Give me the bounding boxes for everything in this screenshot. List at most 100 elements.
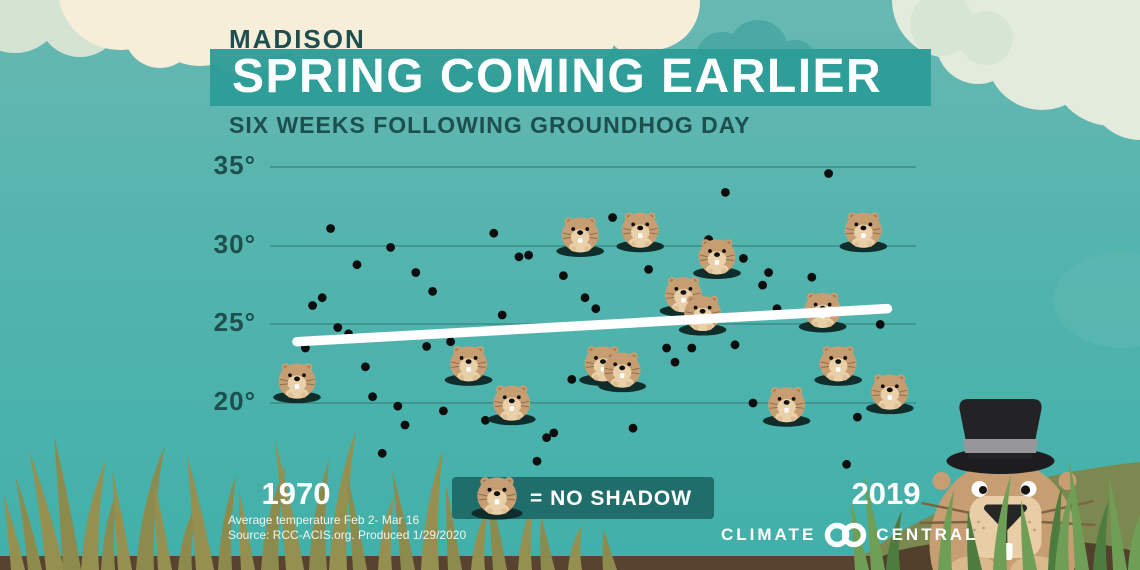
grass-blade [568,525,582,570]
y-axis-tick-label: 25° [213,307,256,338]
data-point-shadow-dot [559,271,568,281]
data-point-shadow-dot [368,392,377,402]
y-axis-tick-label: 35° [213,150,256,181]
y-axis-tick-label: 30° [213,228,256,259]
page-title: SPRING COMING EARLIER [232,49,883,103]
data-point-no-shadow-groundhog [659,276,708,317]
data-point-shadow-dot [400,420,410,430]
data-point-no-shadow-groundhog [693,239,741,279]
legend-box: = NO SHADOW [452,477,714,520]
data-point-shadow-dot [439,406,448,416]
data-point-shadow-dot [361,362,370,372]
data-point-no-shadow-groundhog [444,345,493,386]
data-point-no-shadow-groundhog [616,212,665,253]
source-note: Average temperature Feb 2- Mar 16 Source… [228,513,466,543]
data-point-shadow-dot [352,260,362,270]
data-point-shadow-dot [793,403,802,413]
y-axis-tick-label: 20° [213,386,256,416]
data-point-shadow-dot [824,169,833,178]
gridline [270,402,916,404]
data-point-shadow-dot [542,433,551,442]
data-point-no-shadow-groundhog [487,385,536,426]
trend-line [292,303,893,347]
groundhog-icon [471,477,523,520]
footer-line2: Source: RCC-ACIS.org. Produced 1/29/2020 [228,528,467,542]
data-point-shadow-dot [411,268,421,277]
grass-blade [15,475,42,570]
data-point-shadow-dot [644,265,653,274]
data-point-no-shadow-groundhog [579,345,627,386]
logo-word-central: CENTRAL [876,525,979,544]
grass-blade [81,460,106,570]
grass-blade [54,435,81,570]
data-point-shadow-dot [772,304,782,314]
grass-blade [187,455,214,570]
data-point-no-shadow-groundhog [762,386,811,427]
grass-blade [1128,514,1140,570]
data-point-shadow-dot [497,310,507,320]
grass-blade [178,500,198,570]
data-point-shadow-dot [758,280,767,290]
title-banner: SPRING COMING EARLIER [210,49,931,106]
grass-blade [101,490,117,570]
data-point-shadow-dot [377,448,387,458]
data-point-shadow-dot [333,323,343,332]
data-point-shadow-dot [489,228,499,238]
data-point-shadow-dot [567,375,577,384]
grass-blade [1109,475,1127,570]
data-point-shadow-dot [842,459,851,469]
gridline [270,166,916,169]
footer-line1: Average temperature Feb 2- Mar 16 [228,513,420,527]
data-point-shadow-dot [739,254,748,263]
grass-blade [421,450,443,570]
data-point-shadow-dot [875,320,885,329]
data-point-shadow-dot [662,343,671,353]
climate-central-logo: CLIMATE CENTRAL [721,520,979,550]
data-point-shadow-dot [344,329,353,339]
data-point-no-shadow-groundhog [678,295,727,336]
data-point-no-shadow-groundhog [798,292,847,333]
legend-label: = NO SHADOW [530,487,693,510]
data-point-no-shadow-groundhog [814,345,863,386]
linked-rings-icon [825,522,867,548]
data-point-no-shadow-groundhog [273,363,321,404]
page-subtitle: SIX WEEKS FOLLOWING GROUNDHOG DAY [229,112,751,138]
data-point-shadow-dot [326,224,335,233]
data-point-shadow-dot [446,337,455,347]
data-point-shadow-dot [514,252,524,262]
data-point-shadow-dot [580,293,590,303]
data-point-shadow-dot [748,398,758,408]
gridline [270,323,916,326]
data-point-shadow-dot [704,235,713,244]
grass-blade [112,470,132,570]
mascot-ear-left [932,472,951,490]
data-point-shadow-dot [867,221,877,230]
data-point-shadow-dot [532,456,542,466]
x-axis-end-label: 2019 [851,476,921,511]
data-point-shadow-dot [428,287,437,296]
grass-blade [4,495,25,570]
top-hat-band [963,439,1038,453]
data-point-no-shadow-groundhog [598,352,647,393]
data-point-shadow-dot [386,243,395,252]
logo-word-climate: CLIMATE [721,525,817,544]
data-point-no-shadow-groundhog [865,374,914,415]
data-point-shadow-dot [481,415,490,425]
data-point-shadow-dot [807,272,817,282]
cloud-right-mid [1054,252,1140,348]
data-point-shadow-dot [317,293,327,303]
data-point-shadow-dot [524,250,533,260]
data-point-shadow-dot [549,428,559,438]
data-point-shadow-dot [308,301,317,310]
grass-blade [154,480,172,570]
data-point-shadow-dot [687,343,697,353]
data-point-shadow-dot [301,343,310,353]
data-point-shadow-dot [608,213,617,222]
data-point-shadow-dot [764,268,773,277]
mascot-ear-right [1058,472,1077,490]
grass-blade [29,450,64,570]
data-point-shadow-dot [628,423,638,433]
grass-blade [540,515,555,570]
gridline [270,244,916,247]
data-point-no-shadow-groundhog [839,212,888,253]
